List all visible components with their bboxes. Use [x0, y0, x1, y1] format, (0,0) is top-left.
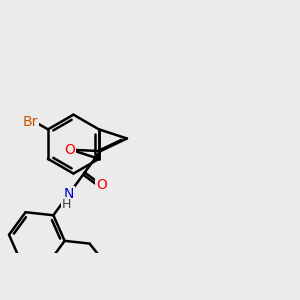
Text: N: N [64, 187, 74, 201]
Text: Br: Br [23, 115, 38, 129]
Text: O: O [64, 143, 75, 157]
Text: O: O [96, 178, 107, 192]
Text: H: H [61, 198, 71, 211]
